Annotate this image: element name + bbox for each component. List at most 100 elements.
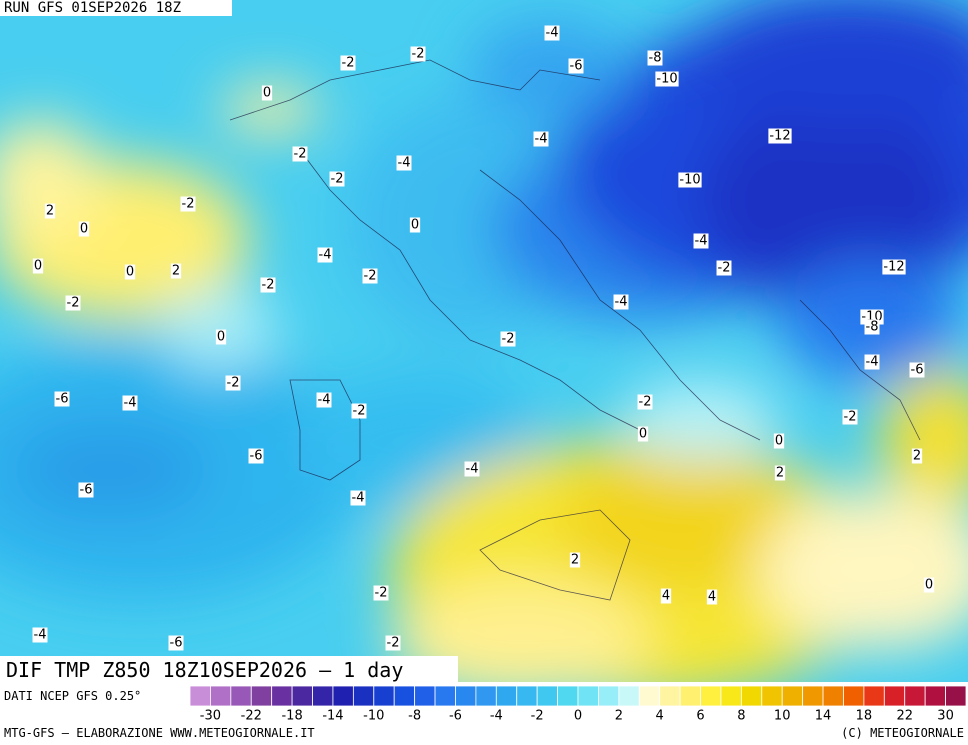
contour-label: -2 [412, 47, 425, 62]
contour-label-box [351, 403, 367, 419]
contour-label-group: -6 [54, 391, 70, 407]
contour-label: -12 [769, 129, 790, 144]
contour-label-box [225, 375, 241, 391]
contour-label: -4 [866, 355, 879, 370]
contour-label-box [923, 577, 935, 593]
colorbar-swatch [720, 685, 742, 707]
contour-label-group: -2 [225, 375, 241, 391]
contour-label: -4 [34, 628, 47, 643]
colorbar-swatch [883, 685, 906, 707]
colorbar-swatch [659, 685, 681, 707]
contour-label: 2 [46, 204, 54, 219]
contour-label-group: -12 [768, 128, 792, 144]
colorbar-tick-label: -2 [531, 709, 544, 724]
contour-label: -2 [262, 278, 275, 293]
contour-label-box [373, 585, 389, 601]
contour-label: -4 [546, 26, 559, 41]
contour-label: 2 [776, 466, 784, 481]
contour-label-group: -4 [32, 627, 48, 643]
colorbar-tick-label: 4 [656, 709, 664, 724]
contour-label: 2 [913, 449, 921, 464]
colorbar-swatch [455, 685, 477, 707]
colorbar-swatch [210, 685, 232, 707]
contour-label-group: -6 [78, 482, 94, 498]
contour-label: -2 [364, 269, 377, 284]
colorbar-swatch [740, 685, 763, 707]
contour-label: 0 [411, 218, 419, 233]
contour-label: 0 [639, 427, 647, 442]
contour-label-group: -4 [316, 392, 332, 408]
contour-label: -8 [866, 320, 879, 335]
contour-label: -6 [56, 392, 69, 407]
contour-label: 0 [217, 330, 225, 345]
contour-label-box [78, 221, 90, 237]
colorbar-swatch [495, 685, 518, 707]
colorbar-swatch [761, 685, 783, 707]
contour-label-group: -2 [410, 46, 426, 62]
contour-label-box [32, 627, 48, 643]
contour-label: -6 [170, 636, 183, 651]
contour-label-box [660, 588, 672, 604]
colorbar-tick-label: 2 [615, 709, 623, 724]
contour-label: -2 [387, 636, 400, 651]
contour-label: -2 [182, 197, 195, 212]
colorbar-swatch [536, 685, 558, 707]
contour-label-group: -6 [168, 635, 184, 651]
footer-left: MTG-GFS — ELABORAZIONE WWW.METEOGIORNALE… [4, 726, 315, 740]
contour-label: 2 [571, 553, 579, 568]
contour-label-group: -2 [351, 403, 367, 419]
contour-label-box [385, 635, 401, 651]
contour-label-group: -4 [613, 294, 629, 310]
colorbar-swatch [332, 685, 354, 707]
contour-label: -2 [342, 56, 355, 71]
contour-label-box [909, 362, 925, 378]
contour-label-group: -6 [248, 448, 264, 464]
contour-label: -4 [318, 393, 331, 408]
contour-label-group: -4 [544, 25, 560, 41]
contour-label-group: -4 [693, 233, 709, 249]
contour-label: -2 [331, 172, 344, 187]
contour-label-group: 2 [170, 263, 182, 279]
contour-label-group: -2 [500, 331, 516, 347]
contour-label-group: -2 [637, 394, 653, 410]
contour-label-box [180, 196, 196, 212]
colorbar-tick-label: 18 [856, 709, 873, 724]
contour-label-group: 4 [706, 589, 718, 605]
contour-label-box [693, 233, 709, 249]
colorbar-swatch [250, 685, 273, 707]
contour-label-box [864, 354, 880, 370]
contour-label-group: -4 [464, 461, 480, 477]
contour-label-group: 4 [660, 588, 672, 604]
contour-label-box [568, 58, 584, 74]
contour-label: -2 [639, 395, 652, 410]
colorbar-tick-label: -22 [241, 709, 262, 724]
contour-label: 0 [80, 222, 88, 237]
contour-label: -4 [398, 156, 411, 171]
contour-label-group: 2 [774, 465, 786, 481]
contour-label-group: -8 [647, 50, 663, 66]
contour-label-box [329, 171, 345, 187]
colorbar-swatch [475, 685, 497, 707]
contour-label-group: -2 [842, 409, 858, 425]
contour-label: -6 [911, 363, 924, 378]
colorbar-tick-label: -4 [490, 709, 503, 724]
colorbar-swatch [414, 685, 436, 707]
footer-right: (C) METEOGIORNALE [841, 726, 964, 740]
colorbar-swatch [843, 685, 865, 707]
contour-label-box [410, 46, 426, 62]
contour-label-box [533, 131, 549, 147]
contour-label-box [168, 635, 184, 651]
colorbar-tick-label: 14 [815, 709, 832, 724]
run-label: RUN GFS 01SEP2026 18Z [4, 0, 181, 16]
contour-label-group: -10 [655, 71, 679, 87]
colorbar-swatch [802, 685, 824, 707]
contour-label-box [362, 268, 378, 284]
contour-label: -4 [352, 491, 365, 506]
contour-label-group: 0 [124, 264, 136, 280]
contour-label-box [613, 294, 629, 310]
contour-label-group: -4 [396, 155, 412, 171]
contour-label: 0 [775, 434, 783, 449]
colorbar-tick-label: -10 [363, 709, 384, 724]
colorbar-tick-label: 0 [574, 709, 582, 724]
contour-label: -2 [67, 296, 80, 311]
